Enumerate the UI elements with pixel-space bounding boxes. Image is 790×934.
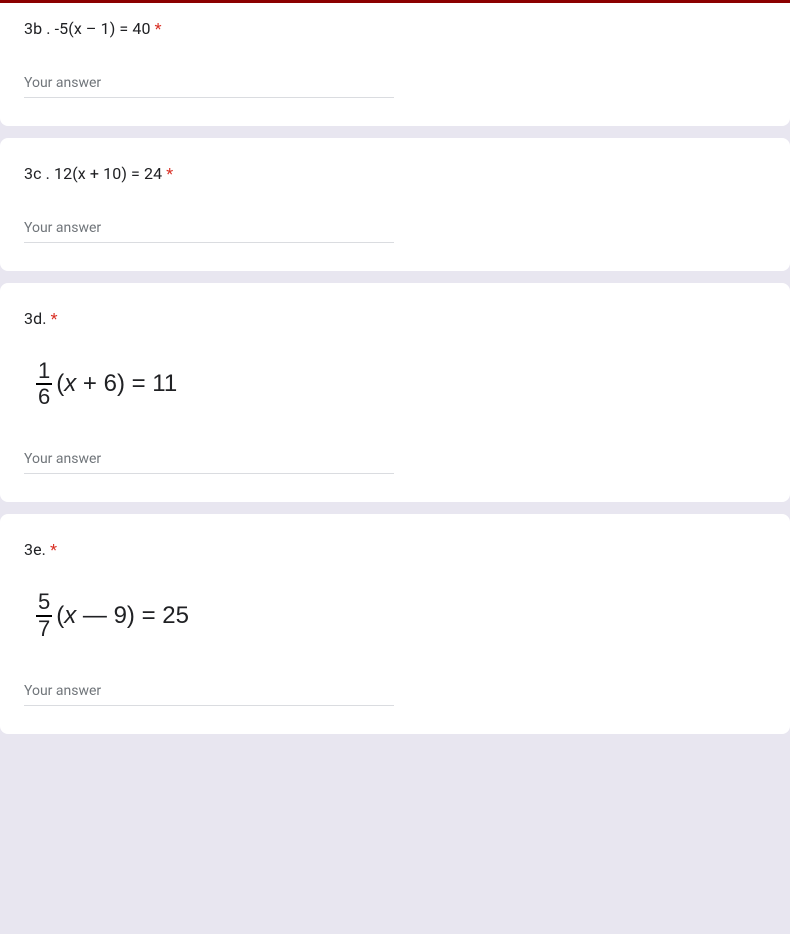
fraction-numerator: 1 bbox=[36, 359, 52, 383]
question-prompt: 3c . 12(x + 10) = 24 * bbox=[24, 162, 766, 186]
answer-input[interactable] bbox=[24, 214, 394, 243]
question-prompt: 3b . -5(x – 1) = 40 * bbox=[24, 17, 766, 41]
question-card-3e: 3e. * 5 7 (x — 9) = 25 bbox=[0, 514, 790, 733]
answer-input[interactable] bbox=[24, 445, 394, 474]
fraction-denominator: 7 bbox=[36, 617, 52, 641]
question-prompt: 3e. * bbox=[24, 538, 766, 562]
equation-expression: (x + 6) = 11 bbox=[56, 370, 177, 398]
question-label: 3c . 12(x + 10) = 24 bbox=[24, 164, 162, 183]
question-label: 3e. bbox=[24, 540, 46, 559]
question-label: 3d. bbox=[24, 309, 47, 328]
question-card-3d: 3d. * 1 6 (x + 6) = 11 bbox=[0, 283, 790, 502]
equation-display: 1 6 (x + 6) = 11 bbox=[36, 359, 766, 409]
fraction-denominator: 6 bbox=[36, 385, 52, 409]
answer-field bbox=[24, 214, 394, 243]
answer-field bbox=[24, 69, 394, 98]
equation-expression: (x — 9) = 25 bbox=[56, 602, 189, 630]
fraction: 1 6 bbox=[36, 359, 52, 409]
fraction: 5 7 bbox=[36, 590, 52, 640]
required-marker: * bbox=[46, 540, 57, 559]
question-card-3b: 3b . -5(x – 1) = 40 * bbox=[0, 3, 790, 126]
answer-input[interactable] bbox=[24, 677, 394, 706]
question-card-3c: 3c . 12(x + 10) = 24 * bbox=[0, 138, 790, 271]
required-marker: * bbox=[151, 19, 162, 38]
required-marker: * bbox=[47, 309, 58, 328]
required-marker: * bbox=[162, 164, 173, 183]
question-prompt: 3d. * bbox=[24, 307, 766, 331]
answer-input[interactable] bbox=[24, 69, 394, 98]
equation-display: 5 7 (x — 9) = 25 bbox=[36, 590, 766, 640]
answer-field bbox=[24, 445, 394, 474]
answer-field bbox=[24, 677, 394, 706]
fraction-numerator: 5 bbox=[36, 590, 52, 614]
question-label: 3b . -5(x – 1) = 40 bbox=[24, 19, 151, 38]
